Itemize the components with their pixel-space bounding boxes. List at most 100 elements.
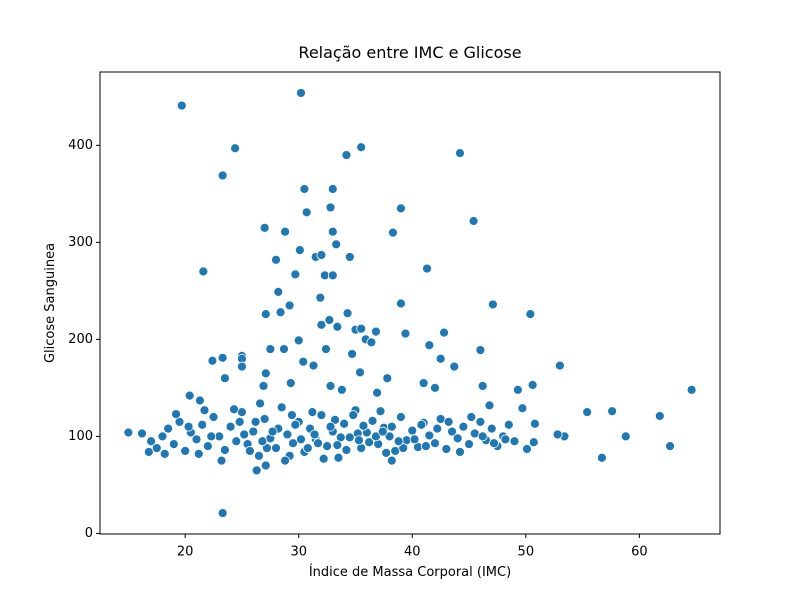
point: [500, 434, 511, 445]
point: [258, 381, 269, 391]
point: [168, 439, 179, 450]
point: [325, 202, 336, 213]
y-tick-label: 200: [68, 332, 93, 347]
point: [137, 428, 147, 439]
point: [284, 300, 295, 311]
point: [398, 443, 409, 453]
point: [344, 252, 355, 262]
point: [455, 148, 465, 159]
point: [318, 453, 329, 464]
point: [475, 345, 486, 355]
point: [654, 411, 665, 421]
point: [620, 431, 631, 442]
point: [217, 352, 228, 363]
point: [206, 431, 217, 442]
point: [327, 184, 338, 194]
y-tick-label: 400: [68, 138, 93, 153]
point: [146, 436, 156, 447]
point: [302, 443, 313, 453]
point: [280, 455, 290, 466]
point: [259, 414, 270, 424]
point: [280, 226, 290, 237]
point: [250, 416, 261, 427]
point: [220, 445, 230, 455]
point: [290, 269, 301, 280]
point: [255, 398, 266, 409]
point: [208, 412, 219, 422]
point: [275, 307, 286, 318]
point: [290, 419, 301, 430]
point: [262, 443, 272, 453]
point: [301, 207, 312, 218]
point: [386, 421, 397, 432]
point: [341, 150, 352, 160]
point: [455, 447, 465, 457]
point: [225, 421, 236, 432]
point: [157, 431, 168, 442]
y-axis-label: Glicose Sanguinea: [43, 243, 58, 363]
point: [354, 435, 364, 446]
point: [430, 438, 440, 449]
point: [248, 426, 259, 437]
point: [325, 381, 336, 391]
point: [371, 326, 381, 337]
point: [285, 378, 296, 388]
point: [486, 423, 497, 434]
point: [229, 404, 239, 415]
point: [199, 405, 210, 416]
point: [163, 423, 174, 434]
point: [207, 355, 218, 366]
point: [331, 239, 342, 250]
point: [441, 444, 452, 454]
point: [293, 335, 304, 346]
point: [333, 452, 344, 463]
point: [381, 447, 392, 458]
point: [358, 420, 369, 431]
plot-frame: [99, 71, 721, 535]
point: [552, 429, 563, 440]
point: [341, 445, 352, 455]
point: [273, 286, 284, 297]
point: [509, 436, 520, 447]
point: [407, 425, 418, 436]
point: [386, 455, 397, 466]
point: [409, 434, 420, 445]
point: [487, 299, 498, 310]
point: [217, 508, 228, 518]
point: [464, 439, 474, 450]
point: [123, 427, 134, 438]
point: [396, 203, 406, 214]
point: [332, 440, 343, 451]
point: [220, 373, 230, 384]
x-axis-label: Índice de Massa Corporal (IMC): [309, 564, 511, 580]
point: [198, 266, 209, 277]
point: [307, 407, 318, 418]
point: [271, 254, 281, 265]
point: [191, 434, 202, 445]
point: [355, 367, 365, 378]
point: [424, 430, 435, 441]
point: [327, 226, 338, 237]
point: [299, 184, 310, 194]
point: [276, 402, 287, 413]
point: [422, 263, 432, 274]
point: [288, 438, 298, 449]
point: [366, 337, 377, 348]
point: [439, 327, 449, 338]
point: [452, 433, 463, 444]
point: [449, 361, 460, 372]
point: [458, 421, 469, 432]
x-tick-label: 60: [631, 545, 648, 560]
point: [597, 452, 607, 463]
point: [244, 446, 255, 456]
point: [339, 418, 350, 429]
point: [315, 292, 326, 303]
point: [327, 270, 338, 281]
point: [176, 100, 187, 111]
point: [477, 381, 488, 391]
point: [348, 410, 359, 420]
point: [430, 382, 440, 393]
point: [342, 308, 353, 319]
point: [686, 384, 697, 395]
point: [372, 387, 382, 398]
